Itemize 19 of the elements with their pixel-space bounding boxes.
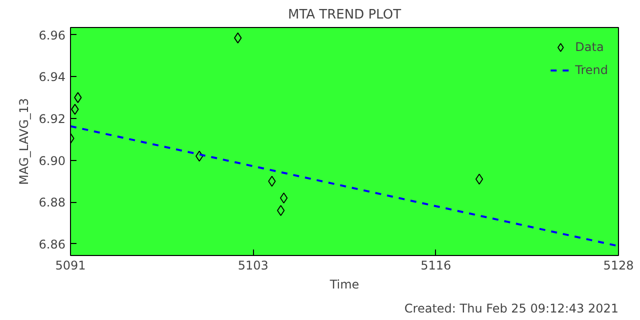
- x-tick-label: 5116: [420, 258, 452, 272]
- legend-label: Trend: [575, 63, 608, 77]
- y-axis-title: MAG_LAVG_13: [16, 98, 31, 185]
- text: Created: Thu Feb 25 09:12:43 2021: [404, 302, 619, 316]
- y-tick-label: 6.96: [38, 28, 66, 42]
- point: [276, 205, 285, 216]
- x-tick-label: 5128: [603, 258, 634, 272]
- y-tick-label: 6.92: [38, 112, 66, 126]
- y-tick-label: 6.90: [38, 154, 66, 168]
- legend-label: Data: [575, 40, 604, 54]
- x-tick-label: 5103: [238, 258, 268, 272]
- x-tick-label: 5091: [55, 258, 86, 272]
- point: [280, 192, 288, 204]
- y-tick-label: 6.86: [38, 237, 66, 252]
- y-tick-label: 6.88: [38, 196, 66, 210]
- y-tick-label: 6.94: [38, 70, 66, 84]
- chart-title: MTA TREND PLOT: [288, 8, 402, 22]
- point: [475, 174, 484, 185]
- x-axis-title: Time: [328, 278, 360, 292]
